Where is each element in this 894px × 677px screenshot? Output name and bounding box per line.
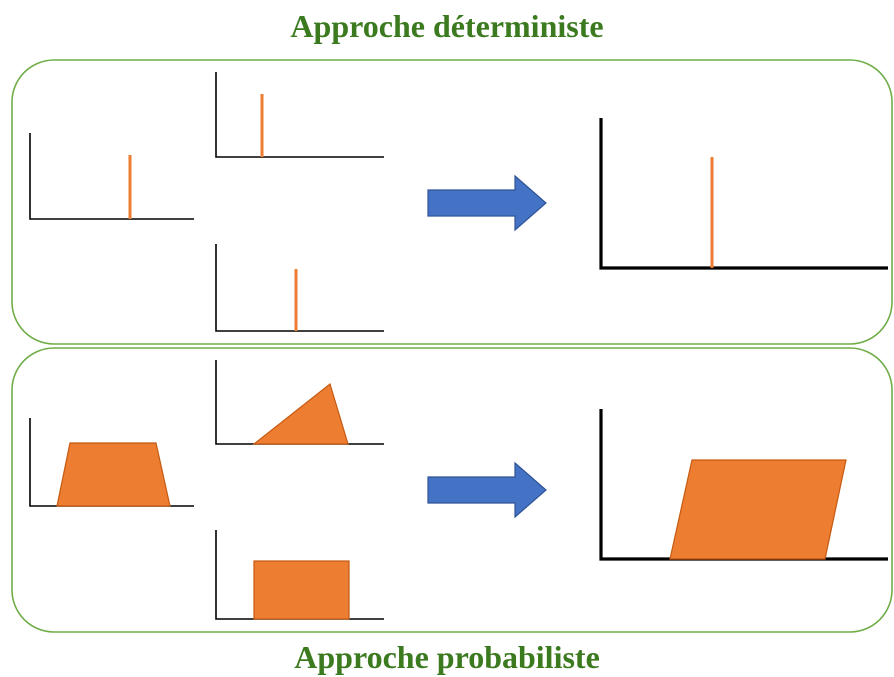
- result-distribution: [669, 459, 847, 560]
- deterministic-output-plot: [599, 118, 888, 270]
- deterministic-input-plot-bottom: [215, 244, 384, 332]
- deterministic-panel-frame: [11, 59, 893, 345]
- probabilistic-panel-frame: [11, 347, 893, 633]
- right-block-arrow-icon: [427, 461, 547, 519]
- probabilistic-input-plot-top: [215, 360, 384, 445]
- deterministic-panel: [11, 59, 893, 345]
- deterministic-input-plot-top: [215, 72, 384, 158]
- probabilistic-panel: [11, 347, 893, 633]
- probabilistic-input-plot-left: [29, 418, 194, 507]
- right-block-arrow-icon: [427, 174, 547, 232]
- plot-axes: [215, 72, 384, 158]
- deterministic-input-plot-left: [29, 133, 194, 220]
- probabilistic-approach-title: Approche probabiliste: [294, 639, 600, 675]
- plot-axes: [599, 118, 888, 270]
- trapezoid-distribution: [56, 442, 171, 507]
- triangle-distribution: [252, 382, 349, 445]
- probabilistic-input-plot-bottom: [215, 530, 384, 620]
- deterministic-approach-title: Approche déterministe: [290, 8, 604, 44]
- plot-axes: [215, 244, 384, 332]
- plot-axes: [29, 133, 194, 220]
- uniform-distribution: [253, 560, 350, 620]
- probabilistic-output-plot: [599, 409, 888, 561]
